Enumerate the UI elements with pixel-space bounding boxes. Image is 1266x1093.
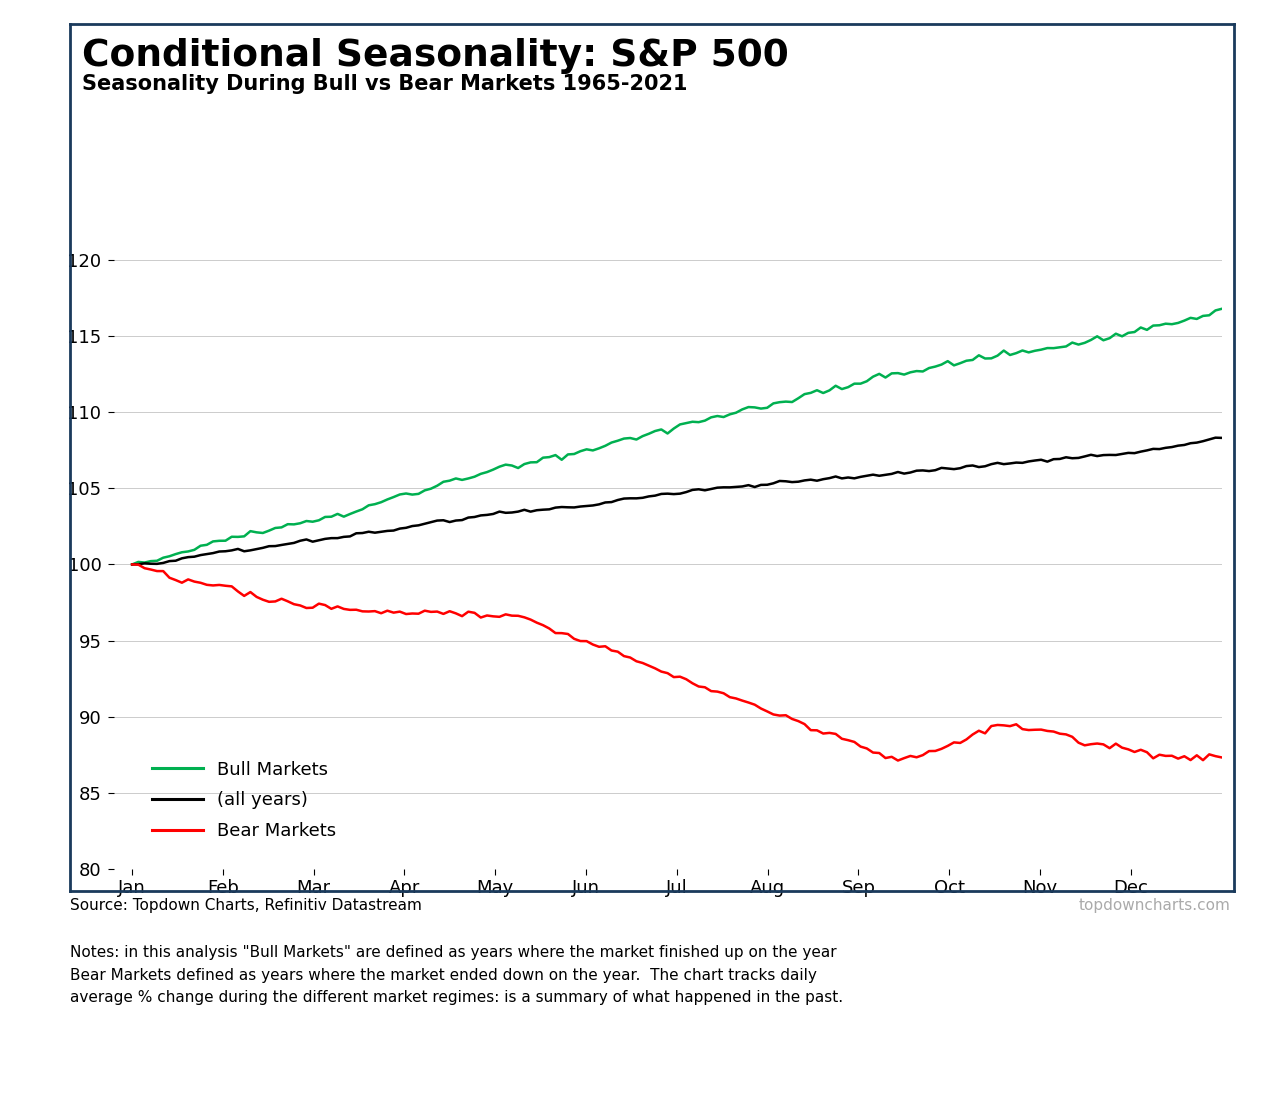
Text: topdowncharts.com: topdowncharts.com: [1079, 898, 1231, 914]
Legend: Bull Markets, (all years), Bear Markets: Bull Markets, (all years), Bear Markets: [146, 753, 343, 847]
Text: Conditional Seasonality: S&P 500: Conditional Seasonality: S&P 500: [82, 38, 789, 74]
Text: Seasonality During Bull vs Bear Markets 1965-2021: Seasonality During Bull vs Bear Markets …: [82, 74, 687, 94]
Text: TOP
DOWN
CHARTS: TOP DOWN CHARTS: [1110, 51, 1204, 128]
Text: Source: Topdown Charts, Refinitiv Datastream: Source: Topdown Charts, Refinitiv Datast…: [70, 898, 422, 914]
Text: Notes: in this analysis "Bull Markets" are defined as years where the market fin: Notes: in this analysis "Bull Markets" a…: [70, 945, 843, 1004]
